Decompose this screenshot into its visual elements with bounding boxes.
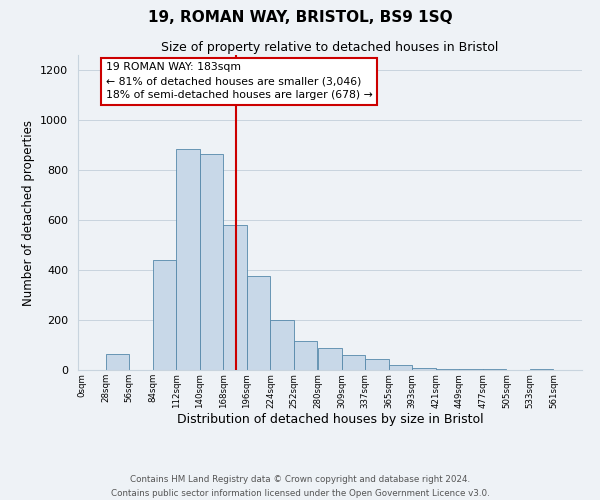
Bar <box>317 348 341 370</box>
Bar <box>436 369 459 370</box>
Bar <box>342 355 365 370</box>
Bar <box>389 365 412 370</box>
Bar <box>294 341 317 370</box>
Bar <box>530 369 553 370</box>
Bar <box>460 369 483 370</box>
Text: Contains HM Land Registry data © Crown copyright and database right 2024.
Contai: Contains HM Land Registry data © Crown c… <box>110 476 490 498</box>
Bar <box>412 368 436 370</box>
Bar <box>200 154 223 370</box>
Bar <box>483 369 506 370</box>
Text: 19 ROMAN WAY: 183sqm
← 81% of detached houses are smaller (3,046)
18% of semi-de: 19 ROMAN WAY: 183sqm ← 81% of detached h… <box>106 62 373 100</box>
X-axis label: Distribution of detached houses by size in Bristol: Distribution of detached houses by size … <box>176 413 484 426</box>
Bar <box>365 359 389 370</box>
Bar <box>153 260 176 370</box>
Y-axis label: Number of detached properties: Number of detached properties <box>22 120 35 306</box>
Title: Size of property relative to detached houses in Bristol: Size of property relative to detached ho… <box>161 41 499 54</box>
Bar <box>223 225 247 370</box>
Text: 19, ROMAN WAY, BRISTOL, BS9 1SQ: 19, ROMAN WAY, BRISTOL, BS9 1SQ <box>148 10 452 25</box>
Bar <box>247 276 270 370</box>
Bar <box>106 354 129 370</box>
Bar <box>176 149 200 370</box>
Bar <box>271 320 294 370</box>
